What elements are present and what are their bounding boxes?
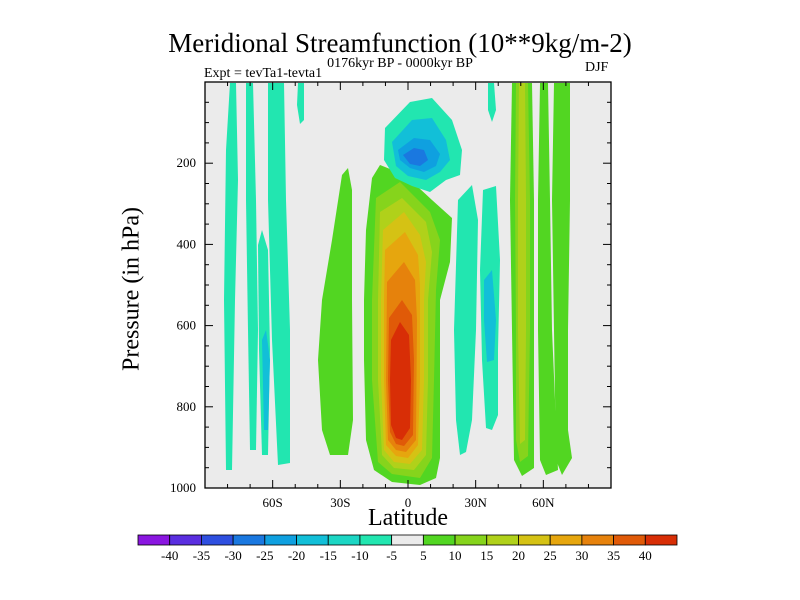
y-tick-label: 400 (177, 236, 197, 251)
contour-fill (268, 83, 290, 465)
colorbar-swatch (296, 534, 329, 546)
x-axis-label: Latitude (368, 505, 448, 531)
colorbar-swatch (137, 534, 171, 546)
y-tick-label: 1000 (170, 480, 196, 495)
colorbar-swatch (613, 534, 646, 546)
colorbar-label: 30 (575, 548, 588, 563)
colorbar-label: -40 (161, 548, 178, 563)
y-tick-label: 800 (177, 399, 197, 414)
chart-subtitle-experiment: Expt = tevTa1-tevta1 (204, 66, 323, 81)
contour-fills (224, 83, 572, 485)
contour-fill (318, 168, 353, 455)
colorbar-label: -5 (386, 548, 397, 563)
colorbar-swatch (232, 534, 266, 546)
colorbar-swatch (581, 534, 614, 546)
y-tick-label: 600 (177, 318, 197, 333)
colorbar-label: -35 (193, 548, 210, 563)
colorbar-swatch (327, 534, 361, 546)
colorbar-swatch (486, 534, 519, 546)
colorbar-label: 15 (480, 548, 493, 563)
chart-title: Meridional Streamfunction (10**9kg/m-2) (168, 28, 632, 58)
colorbar-label: 5 (420, 548, 427, 563)
colorbar-swatch (549, 534, 583, 546)
contour-fill (297, 83, 304, 124)
contour-fill (246, 83, 258, 450)
colorbar-label: -15 (320, 548, 337, 563)
contour-fill (484, 270, 496, 362)
colorbar-label: 40 (639, 548, 652, 563)
colorbar-swatch (359, 534, 393, 546)
contour-fill (518, 83, 526, 444)
x-tick-label: 30S (330, 495, 350, 510)
colorbar-swatch (422, 534, 456, 546)
colorbar-label: 20 (512, 548, 525, 563)
colorbar-swatch (169, 534, 202, 546)
contour-fill (538, 83, 558, 475)
colorbar-swatch (644, 534, 678, 546)
x-tick-label: 60S (263, 495, 283, 510)
colorbar-label: 35 (607, 548, 620, 563)
colorbar-swatch (454, 534, 488, 546)
x-tick-label: 30N (464, 495, 487, 510)
contour-fill (454, 185, 478, 455)
colorbar-swatch (264, 534, 297, 546)
contour-fill (224, 83, 238, 470)
y-tick-label: 200 (177, 155, 197, 170)
contour-fill (390, 322, 411, 440)
colorbar-swatch (518, 534, 551, 546)
axis-ticks: 60S 30S 0 30N 60N 200 400 600 800 1000 (170, 82, 611, 510)
contour-fill (262, 330, 270, 430)
contour-fill (552, 83, 572, 475)
colorbar-swatch (391, 534, 424, 546)
colorbar: -40 -35 -30 -25 -20 -15 -10 -5 5 10 15 20 25 30 35 40 (137, 534, 678, 563)
colorbar-label: -30 (224, 548, 241, 563)
y-axis-label: Pressure (in hPa) (118, 207, 145, 371)
colorbar-label: 10 (449, 548, 462, 563)
colorbar-label: -10 (351, 548, 368, 563)
chart-subtitle-season: DJF (585, 60, 609, 75)
chart-subtitle-period: 0176kyr BP - 0000kyr BP (327, 56, 473, 71)
colorbar-label: -25 (256, 548, 273, 563)
colorbar-label: 25 (544, 548, 557, 563)
colorbar-swatch (201, 534, 234, 546)
x-tick-label: 0 (405, 495, 412, 510)
contour-fill (488, 83, 496, 122)
colorbar-label: -20 (288, 548, 305, 563)
x-tick-label: 60N (532, 495, 555, 510)
contour-fill (403, 148, 428, 166)
